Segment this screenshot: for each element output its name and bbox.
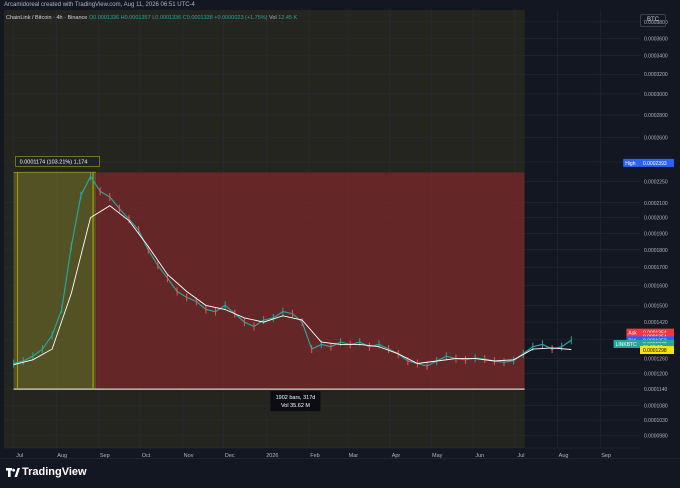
time-tick-label: Aug [559,453,569,459]
price-tick-label: 0.0003400 [644,54,668,60]
ohlc-low: L0.0001336 [152,15,182,21]
tradingview-brand[interactable]: TradingView [22,466,87,478]
measure-zone-range [96,172,525,390]
measure-bars-label: 1902 bars, 317d [276,395,316,401]
price-tick-label: 0.0001260 [644,357,668,363]
ohlc-open: O0.0001336 [88,15,120,21]
footer [0,458,680,488]
price-tick-label: 0.0001500 [644,303,668,309]
price-tick-label: 0.0001420 [644,320,668,326]
ma-tag-bg [640,346,674,355]
time-tick-label: Jul [517,453,524,459]
price-tick-label: 0.0001140 [644,387,667,393]
time-tick-label: Dec [225,453,235,459]
linkbtc-tag-prefix: LINKBTC [616,342,638,348]
measure-top-label: 0.0001174 (103.21%) 1,174 [20,159,88,165]
price-tick-label: 0.0002800 [644,113,668,119]
time-tick-label: Nov [184,453,194,459]
ask-tag-prefix: Ask [628,331,637,337]
price-tick-label: 0.0001080 [644,404,668,410]
symbol-name[interactable]: ChainLink / Bitcoin · 4h · Binance [6,15,88,21]
time-tick-label: Sep [100,453,110,459]
volume-label: Vol [269,15,277,21]
price-tick-label: 0.0002000 [644,216,668,222]
price-tick-label: 0.0001030 [644,418,668,424]
price-axis: 0.0003800 0.0003600 0.0003400 0.0003200 0.00… [640,10,680,458]
price-tick-label: 0.0001900 [644,231,668,237]
high-tag: 0.0002393 [643,161,667,167]
volume-value: 12.45 K [278,15,298,21]
shaded-history [4,10,525,448]
ask-tag-bg [640,328,674,337]
linkbtc-tag-prefix-bg [613,339,640,348]
time-tick-label: Feb [310,453,319,459]
moving-average-line [13,205,572,366]
price-tick-label: 0.0003000 [644,92,668,98]
price-tick-label: 0.0001800 [644,248,668,254]
ma-tag: 0.0001298 [643,348,667,354]
time-tick-label: Mar [349,453,359,459]
price-tick-label: 0.0002600 [644,136,668,142]
chart-canvas[interactable]: 0.0003800 0.0003600 0.0003400 0.0003200 0.00… [0,10,680,468]
time-tick-label: Jul [16,453,23,459]
time-tick-label: May [432,453,443,459]
measure-top-box [15,156,100,167]
measure-bottom-box [270,391,321,412]
price-tick-label: 0.0003200 [644,72,668,78]
time-tick-label: Sep [601,453,611,459]
high-tag-prefix: High [625,161,636,167]
symbol-legend[interactable]: ChainLink / Bitcoin · 4h · Binance O0.00… [6,15,297,21]
time-axis: Jul Aug Sep Oct Nov Dec 2026 Feb Mar Apr May Jun Jul… [4,447,640,459]
price-tick-label: 0.0003800 [644,20,668,26]
grid [4,10,640,448]
time-tick-label: Jun [475,453,484,459]
price-tick-label: 0.0001700 [644,265,668,271]
measure-volume-label: Vol 35.62 M [281,403,310,409]
ohlc-high: H0.0001357 [120,15,151,21]
price-tick-label: 0.0002250 [644,180,668,186]
measure-zone-rise [13,172,97,390]
currency-button[interactable]: BTC [640,14,666,27]
price-tick-label: 0.0002100 [644,201,668,207]
price-axis-bg [640,10,680,458]
ohlc-close: C0.0001338 [182,15,213,21]
price-tick-label: 0.0001200 [644,371,668,377]
ohlc-change: +0.0000023 (+1.75%) [214,15,268,21]
time-tick-label: Apr [392,453,401,459]
price-tick-label: 0.0000980 [644,433,668,439]
price-tick-label: 0.0001600 [644,284,668,290]
header-credit: Arcamidoreal created with TradingView.co… [4,2,195,8]
high-tag-bg [640,158,674,167]
time-tick-label: Oct [142,453,151,459]
price-tick-label: 0.0003600 [644,36,668,42]
time-tick-label: Aug [57,453,67,459]
high-tag-prefix-bg [623,158,640,167]
tradingview-logo-icon[interactable] [6,466,20,478]
time-tick-label: 2026 [266,453,278,459]
ask-tag-prefix-bg [626,328,640,337]
